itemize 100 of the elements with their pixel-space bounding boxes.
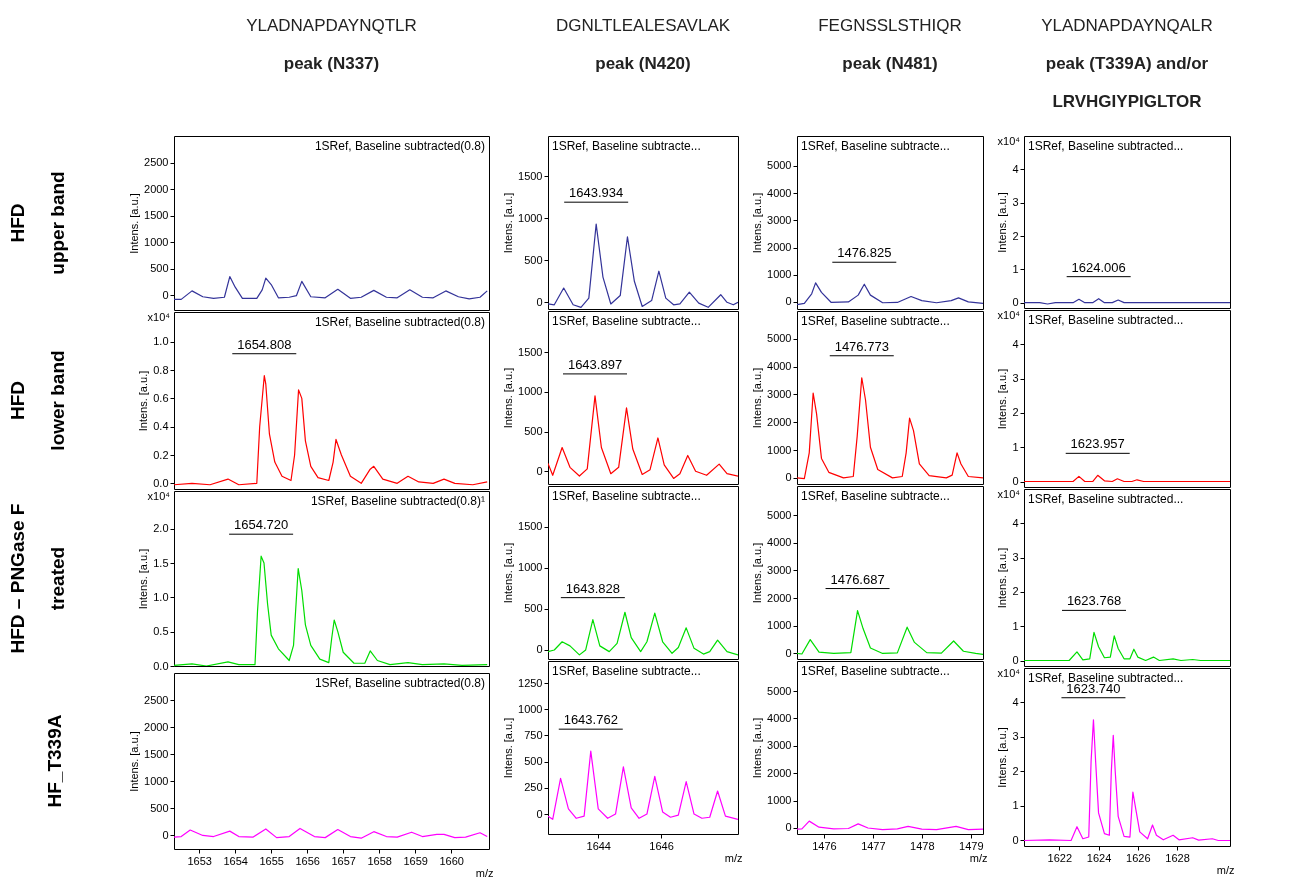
annotation: 1623.768	[1066, 593, 1122, 609]
text: HFD – PNGase F treated	[7, 503, 68, 654]
y-tick-label: 1000	[767, 619, 792, 632]
y-tick-label: 1.0	[153, 590, 169, 603]
annotation: 1SRef, Baseline subtracted...	[1028, 671, 1184, 685]
y-tick-label: 750	[524, 728, 543, 741]
line-series	[174, 827, 488, 839]
x-tick-label: 1477	[861, 839, 886, 852]
chart-title: DGNLTLEALESAVLAK peak (N420)	[555, 16, 731, 73]
annotation: 1476.825	[837, 245, 892, 261]
x-tick-label: 1660	[439, 854, 464, 867]
x-axis-title: m/z	[1216, 863, 1235, 876]
y-tick-label: 0	[162, 288, 169, 301]
annotation: 1654.720	[234, 517, 289, 533]
x-axis-title: m/z	[475, 866, 494, 878]
annotation: 1643.828	[565, 580, 620, 596]
x-tick-label: 1622	[1047, 851, 1073, 864]
y-tick-label: 0	[536, 643, 543, 656]
y-tick-label: 1500	[144, 209, 169, 222]
x-tick-label: 1628	[1165, 851, 1190, 864]
y-tick-label: 3	[1012, 372, 1019, 385]
annotation: 1624.006	[1071, 259, 1126, 275]
y-tick-label: 5000	[767, 684, 792, 697]
x-tick-label: 1624	[1086, 851, 1112, 864]
chart-title: YLADNAPDAYNQALR peak (T339A) and/or LRVHGIYPIGLTOR	[1041, 16, 1213, 111]
line-series	[548, 395, 738, 480]
y-tick-label: 0	[536, 807, 543, 820]
y-tick-label: 3	[1012, 730, 1019, 743]
x-tick-label: 1658	[367, 854, 392, 867]
annotation: 1654.808	[237, 336, 292, 352]
y-tick-label: 0	[785, 821, 792, 834]
annotation: 1476.773	[834, 338, 889, 354]
annotation: 1SRef, Baseline subtracted...	[1028, 313, 1184, 327]
y-tick-label: 4000	[767, 186, 792, 199]
y-tick-label: 0	[1012, 475, 1019, 488]
y-axis-title: Intens. [a.u.]	[128, 731, 141, 792]
chart-title: YLADNAPDAYNQTLR peak (N337)	[246, 16, 417, 73]
y-tick-label: 3	[1012, 551, 1019, 564]
y-tick-label: 1500	[518, 345, 543, 358]
y-tick-label: 4	[1012, 516, 1019, 529]
annotation: 1SRef, Baseline subtracte...	[552, 314, 701, 328]
y-tick-label: 1	[1012, 440, 1019, 453]
annotation: 1SRef, Baseline subtracted(0.8)	[314, 139, 485, 153]
line-series	[797, 282, 983, 306]
y-tick-label: 0	[536, 295, 543, 308]
y-tick-label: 1.5	[153, 556, 169, 569]
y-tick-label: 2500	[144, 693, 169, 706]
annotation: 1SRef, Baseline subtracted(0.8)	[314, 676, 485, 690]
y-tick-label: 0	[785, 295, 792, 308]
y-tick-label: 0.0	[153, 476, 169, 489]
x-tick-label: 1479	[959, 839, 984, 852]
y-tick-label: 250	[524, 781, 543, 794]
y-tick-label: 3	[1012, 196, 1019, 209]
line-series	[797, 820, 983, 831]
annotation: 1SRef, Baseline subtracte...	[552, 664, 701, 678]
annotation: 1643.762	[563, 712, 618, 728]
annotation: 1SRef, Baseline subtracte...	[801, 139, 950, 153]
y-tick-label: 1	[1012, 262, 1019, 275]
y-tick-label: 1000	[518, 211, 543, 224]
text: x10⁴	[997, 309, 1021, 321]
annotation: 1SRef, Baseline subtracted...	[1028, 492, 1184, 506]
y-tick-label: 4000	[767, 360, 792, 373]
line-series	[797, 377, 983, 480]
y-tick-label: 2	[1012, 585, 1019, 598]
y-tick-label: 2000	[144, 182, 169, 195]
y-axis-title: Intens. [a.u.]	[751, 192, 764, 254]
x-tick-label: 1646	[649, 839, 674, 852]
y-tick-label: 1000	[767, 794, 792, 807]
line-series	[174, 275, 488, 300]
y-axis-title: Intens. [a.u.]	[128, 193, 141, 254]
y-tick-label: 2	[1012, 764, 1019, 777]
annotation: 1SRef, Baseline subtracted(0.8)¹	[310, 494, 485, 508]
y-tick-label: 0	[536, 464, 543, 477]
y-tick-label: 0.2	[153, 448, 169, 461]
y-tick-label: 2000	[767, 415, 792, 428]
y-tick-label: 2.0	[153, 522, 169, 535]
y-tick-label: 0.5	[153, 625, 169, 638]
annotation: 1SRef, Baseline subtracted...	[1028, 139, 1184, 153]
y-tick-label: 4000	[767, 711, 792, 724]
x-tick-label: 1657	[331, 854, 356, 867]
annotation: 1476.687	[830, 571, 885, 587]
y-tick-label: 2000	[767, 241, 792, 254]
line-series	[1024, 474, 1230, 483]
y-tick-label: 0.8	[153, 363, 169, 376]
y-tick-label: 1000	[144, 774, 169, 787]
line-series	[1024, 719, 1230, 842]
y-tick-label: 3000	[767, 739, 792, 752]
line-series	[548, 750, 738, 820]
y-axis-title: Intens. [a.u.]	[502, 717, 515, 779]
y-tick-label: 4	[1012, 337, 1019, 350]
y-tick-label: 2500	[144, 156, 169, 169]
y-axis-title: Intens. [a.u.]	[502, 367, 515, 429]
annotation: 1623.957	[1070, 436, 1125, 452]
x-tick-label: 1476	[812, 839, 837, 852]
text: HFD lower band	[7, 350, 68, 451]
y-axis-title: Intens. [a.u.]	[137, 548, 150, 610]
line-series	[174, 375, 488, 486]
y-tick-label: 0.6	[153, 391, 169, 404]
y-tick-label: 1	[1012, 799, 1019, 812]
y-axis-title: Intens. [a.u.]	[996, 547, 1009, 609]
